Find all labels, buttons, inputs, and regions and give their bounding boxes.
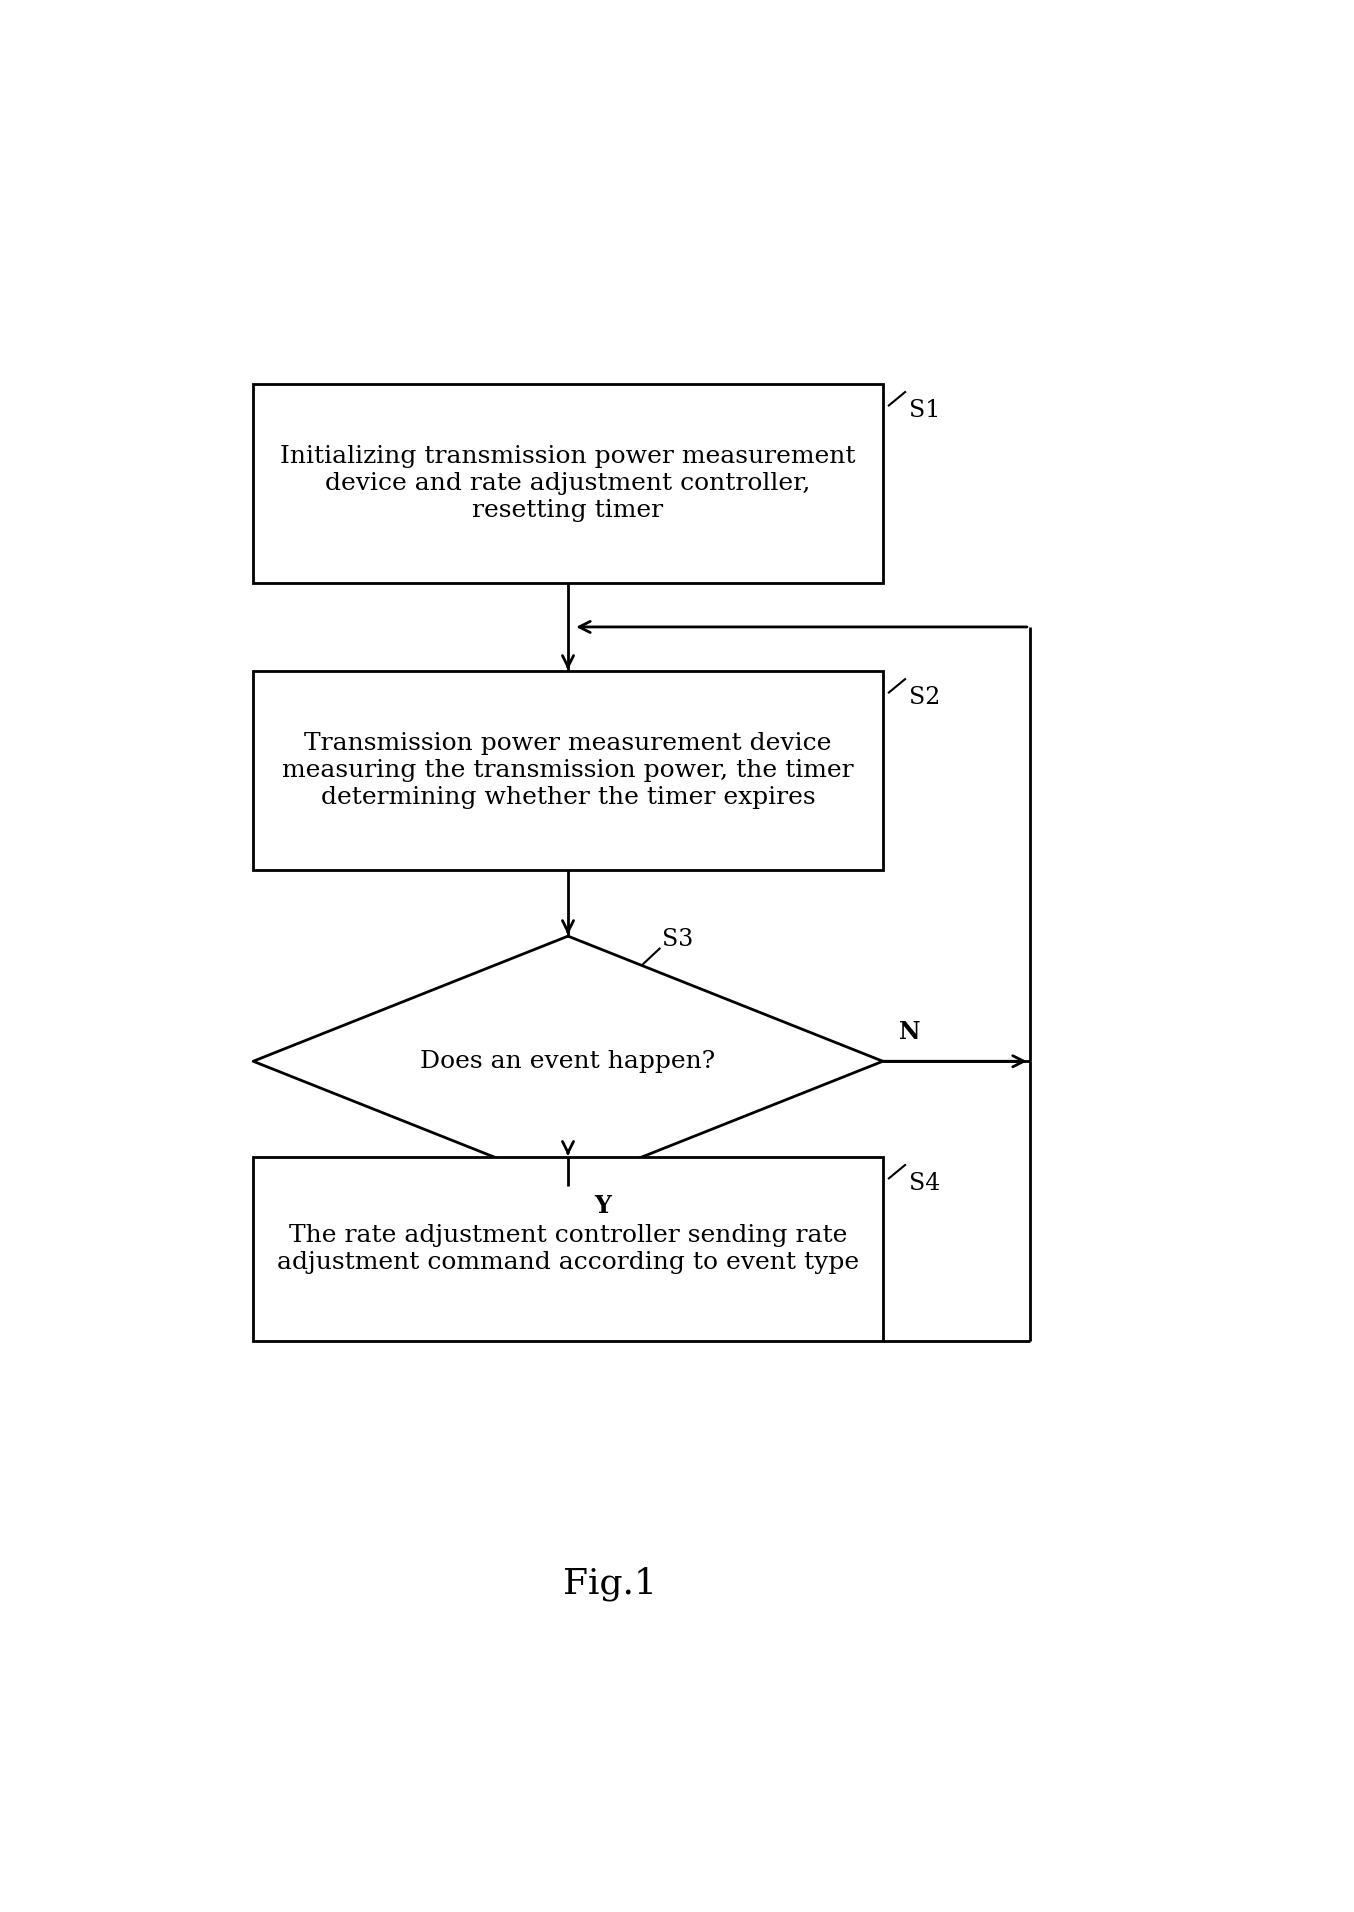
Text: S1: S1 xyxy=(909,400,941,423)
Text: S2: S2 xyxy=(909,686,941,709)
Text: S4: S4 xyxy=(909,1172,941,1195)
Text: Y: Y xyxy=(594,1193,611,1218)
FancyBboxPatch shape xyxy=(253,1157,883,1340)
FancyBboxPatch shape xyxy=(253,384,883,583)
Text: N: N xyxy=(899,1019,921,1044)
Text: Initializing transmission power measurement
device and rate adjustment controlle: Initializing transmission power measurem… xyxy=(280,445,856,522)
FancyBboxPatch shape xyxy=(253,671,883,870)
Text: Fig.1: Fig.1 xyxy=(563,1566,657,1600)
Text: Transmission power measurement device
measuring the transmission power, the time: Transmission power measurement device me… xyxy=(282,732,854,809)
Text: S3: S3 xyxy=(662,927,693,950)
Text: The rate adjustment controller sending rate
adjustment command according to even: The rate adjustment controller sending r… xyxy=(278,1224,858,1273)
Text: Does an event happen?: Does an event happen? xyxy=(420,1050,716,1073)
